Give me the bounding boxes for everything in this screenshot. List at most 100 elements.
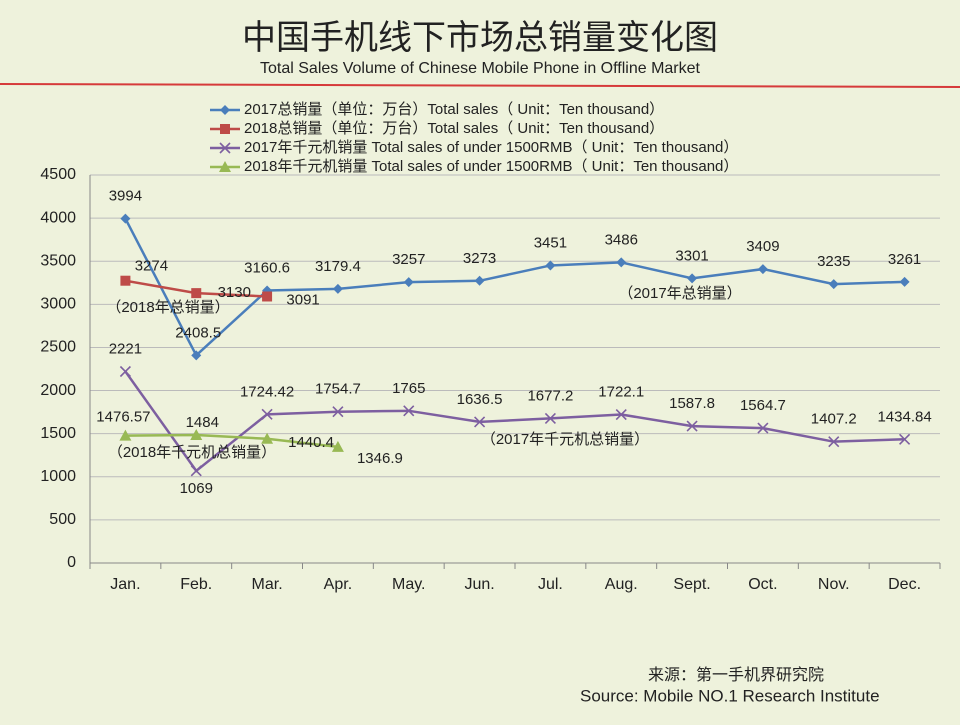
point <box>687 273 698 284</box>
data-label: 3235 <box>817 253 850 270</box>
title-rule <box>0 83 960 88</box>
point <box>757 422 769 434</box>
data-label: 3130 <box>218 284 251 301</box>
legend-label: 2017总销量（单位：万台）Total sales（ Unit：Ten thou… <box>244 101 664 118</box>
data-label: 3451 <box>534 234 567 251</box>
y-tick-label: 3500 <box>40 252 76 269</box>
y-tick-label: 4000 <box>40 209 76 226</box>
data-label: 2408.5 <box>175 324 221 341</box>
y-tick-label: 4500 <box>40 166 76 183</box>
point <box>120 213 131 224</box>
point <box>474 275 485 286</box>
y-tick-label: 1000 <box>40 468 76 485</box>
chart-subtitle: Total Sales Volume of Chinese Mobile Pho… <box>260 60 701 77</box>
data-label: 3409 <box>746 238 779 255</box>
data-label: 3486 <box>605 231 638 248</box>
data-label: 1754.7 <box>315 381 361 398</box>
data-label: 3274 <box>135 258 168 275</box>
point <box>220 105 230 115</box>
chart-title: 中国手机线下市场总销量变化图 <box>242 19 718 57</box>
data-label: 1722.1 <box>598 383 644 400</box>
data-label: 2221 <box>109 340 142 357</box>
data-label: 3091 <box>286 291 319 308</box>
legend-label: 2018总销量（单位：万台）Total sales（ Unit：Ten thou… <box>244 120 664 137</box>
data-label: 1587.8 <box>669 395 715 412</box>
data-label: 1484 <box>186 414 219 431</box>
series: 3274 3130 3091 <box>120 258 320 308</box>
data-label: 1069 <box>180 480 213 497</box>
y-tick-label: 2000 <box>40 382 76 399</box>
point <box>219 161 231 172</box>
data-label: 3179.4 <box>315 258 361 275</box>
point <box>119 429 132 441</box>
series: 1476.57 1484 1440.4 1346.9 <box>96 409 403 467</box>
point <box>403 277 414 288</box>
point <box>191 350 202 361</box>
annotation: （2017年千元机总销量） <box>481 431 649 448</box>
point <box>332 406 344 418</box>
series: 3994 2408.5 3160.6 3179.4 3257 3273 3451 3486 33… <box>109 188 921 361</box>
data-label: 3301 <box>675 247 708 264</box>
point <box>544 412 556 424</box>
legend-label: 2018年千元机销量 Total sales of under 1500RMB（… <box>244 158 738 175</box>
x-tick-label: Jul. <box>538 576 563 593</box>
x-tick-label: Aug. <box>605 576 638 593</box>
point <box>757 264 768 275</box>
y-tick-label: 2500 <box>40 339 76 356</box>
annotation: （2018年总销量） <box>106 299 229 316</box>
x-tick-label: Oct. <box>748 576 777 593</box>
source-en: Source: Mobile NO.1 Research Institute <box>580 686 880 705</box>
point <box>828 279 839 290</box>
point <box>899 433 911 445</box>
x-tick-label: Dec. <box>888 576 921 593</box>
point <box>332 283 343 294</box>
data-label: 1636.5 <box>457 391 503 408</box>
point <box>219 142 231 154</box>
point <box>119 365 131 378</box>
x-tick-label: Jun. <box>464 576 494 593</box>
x-tick-label: Mar. <box>252 576 283 593</box>
data-label: 1407.2 <box>811 411 857 428</box>
data-label: 3994 <box>109 188 142 205</box>
data-label: 1564.7 <box>740 397 786 414</box>
x-tick-label: Nov. <box>818 576 850 593</box>
series-line <box>124 370 905 473</box>
x-tick-label: Apr. <box>324 576 352 593</box>
series-line <box>125 433 339 449</box>
series: 2221 1069 1724.42 1754.7 1765 1636.5 1677.2 172… <box>109 340 932 496</box>
point <box>616 257 627 268</box>
x-tick-label: May. <box>392 576 425 593</box>
y-tick-label: 0 <box>67 554 76 571</box>
point <box>261 432 274 444</box>
data-label: 3273 <box>463 250 496 267</box>
point <box>403 405 415 417</box>
y-tick-label: 1500 <box>40 425 76 442</box>
point <box>899 276 910 287</box>
data-label: 1476.57 <box>96 409 150 426</box>
series-line <box>124 218 905 358</box>
point <box>220 124 230 134</box>
data-label: 1434.84 <box>877 408 931 425</box>
point <box>190 429 203 441</box>
point <box>120 275 131 286</box>
point <box>190 465 202 477</box>
data-label: 1724.42 <box>240 383 294 400</box>
point <box>615 408 627 421</box>
data-label: 3160.6 <box>244 259 290 276</box>
legend-label: 2017年千元机销量 Total sales of under 1500RMB（… <box>244 139 738 156</box>
point <box>262 291 273 302</box>
point <box>545 260 556 271</box>
annotation: （2018年千元机总销量） <box>108 444 276 461</box>
source-cn: 来源：第一手机界研究院 <box>648 666 824 684</box>
annotation: （2017年总销量） <box>618 285 741 302</box>
point <box>261 408 273 420</box>
x-tick-label: Jan. <box>110 576 140 593</box>
point <box>331 440 344 452</box>
data-label: 3257 <box>392 251 425 268</box>
point <box>191 288 202 299</box>
data-label: 1346.9 <box>357 450 403 467</box>
point <box>474 416 486 428</box>
data-label: 3261 <box>888 251 921 268</box>
point <box>828 436 840 448</box>
